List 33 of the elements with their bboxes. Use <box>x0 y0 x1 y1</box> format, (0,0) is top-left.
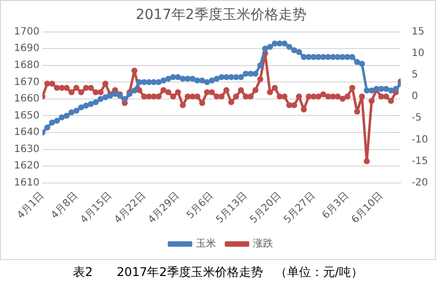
x-tick-label: 6月10日 <box>350 190 386 226</box>
x-tick-label: 4月29日 <box>146 190 182 226</box>
x-tick-label: 5月6日 <box>184 190 216 222</box>
x-tick-label: 5月20日 <box>248 190 284 226</box>
y-tick-label: 1700 <box>14 26 40 38</box>
y2-tick-label: 15 <box>412 26 424 38</box>
legend-label: 玉米 <box>196 238 216 250</box>
y-tick-label: 1680 <box>14 60 40 71</box>
y-tick-label: 1690 <box>14 43 40 54</box>
x-tick-label: 5月13日 <box>214 190 250 226</box>
chart-title: 2017年2季度玉米价格走势 <box>136 7 306 24</box>
y2-tick-label: -20 <box>412 177 428 188</box>
y-tick-label: 1660 <box>14 94 40 105</box>
x-tick-label: 4月1日 <box>15 190 46 222</box>
y2-tick-label: 0 <box>412 91 418 102</box>
y-tick-label: 1640 <box>14 127 40 138</box>
y2-tick-label: -5 <box>412 112 422 124</box>
y2-tick-label: 5 <box>412 70 418 81</box>
x-tick-label: 4月22日 <box>112 190 148 226</box>
y-tick-label: 1670 <box>14 76 40 88</box>
x-tick-label: 5月27日 <box>282 190 318 226</box>
y-tick-label: 1650 <box>14 110 40 122</box>
x-tick-label: 6月3日 <box>320 190 352 222</box>
y-tick-label: 1610 <box>14 177 40 188</box>
text: 表2 2017年2季度玉米价格走势 （单位：元/吨） <box>72 264 364 281</box>
legend-label: 涨跌 <box>253 238 273 250</box>
y2-tick-label: -15 <box>412 156 428 167</box>
y2-tick-label: -10 <box>412 134 428 146</box>
x-tick-label: 4月15日 <box>78 190 114 226</box>
y2-tick-label: 10 <box>412 48 424 59</box>
y-tick-label: 1630 <box>14 144 40 155</box>
x-tick-label: 4月8日 <box>49 190 80 222</box>
y-tick-label: 1620 <box>14 160 40 172</box>
